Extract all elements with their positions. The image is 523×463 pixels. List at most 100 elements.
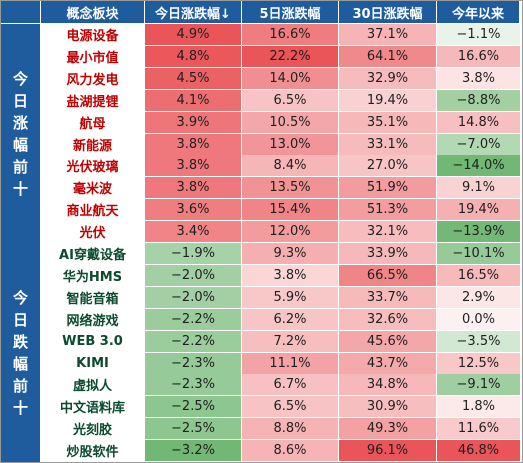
30day-change-cell: 33.9% [339,243,437,264]
table-row[interactable]: 虚拟人 −2.3% 6.7% 34.8% −9.1% [41,374,520,396]
ytd-change-cell: 11.6% [437,418,520,440]
header-today-change[interactable]: 今日涨跌幅↓ [145,1,242,23]
gainers-label-char: 前 [12,157,28,176]
5day-change-cell: 12.0% [242,221,339,243]
sector-name[interactable]: 中文语料库 [41,396,145,418]
today-change-cell: −2.2% [145,308,242,330]
sector-name[interactable]: 网络游戏 [41,308,145,330]
table-row[interactable]: 光伏玻璃 3.8% 8.4% 27.0% −14.0% [41,155,520,177]
header-ytd-change[interactable]: 今年以来 [437,1,520,23]
sector-name[interactable]: 商业航天 [41,199,145,221]
header-sector[interactable]: 概念板块 [41,1,145,23]
30day-change-cell: 33.1% [339,133,437,155]
sector-name[interactable]: AI穿戴设备 [41,243,145,264]
sector-name[interactable]: 风力发电 [41,67,145,89]
sector-name[interactable]: 光刻胶 [41,418,145,440]
30day-change-cell: 35.1% [339,111,437,133]
today-change-cell: 3.8% [145,133,242,155]
losers-label-char: 十 [12,398,28,417]
table-row[interactable]: 商业航天 3.6% 15.4% 51.3% 19.4% [41,199,520,221]
table-row[interactable]: 电源设备 4.9% 16.6% 37.1% −1.1% [41,24,520,45]
today-change-cell: −2.3% [145,374,242,396]
5day-change-cell: 13.5% [242,177,339,199]
losers-label-char: 跌 [12,332,28,351]
table-header: 概念板块 今日涨跌幅↓ 5日涨跌幅 30日涨跌幅 今年以来 [1,1,522,23]
5day-change-cell: 10.5% [242,111,339,133]
ytd-change-cell: −14.0% [437,155,520,177]
header-corner [1,1,41,23]
sector-name[interactable]: 光伏 [41,221,145,243]
today-change-cell: 3.9% [145,111,242,133]
table-row[interactable]: 网络游戏 −2.2% 6.2% 32.6% 0.0% [41,308,520,330]
5day-change-cell: 14.0% [242,67,339,89]
today-change-cell: −1.9% [145,243,242,264]
sector-name[interactable]: 新能源 [41,133,145,155]
30day-change-cell: 66.5% [339,264,437,286]
losers-label-char: 幅 [12,354,28,373]
ytd-change-cell: −7.0% [437,133,520,155]
table-row[interactable]: 华为HMS −2.0% 3.8% 66.5% 16.5% [41,264,520,286]
table-row[interactable]: KIMI −2.3% 11.1% 43.7% 12.5% [41,352,520,374]
today-change-cell: 3.8% [145,177,242,199]
table-row[interactable]: 最小市值 4.8% 22.2% 64.1% 16.6% [41,45,520,67]
sector-name[interactable]: 智能音箱 [41,286,145,308]
table-row[interactable]: 新能源 3.8% 13.0% 33.1% −7.0% [41,133,520,155]
table-row[interactable]: 中文语料库 −2.5% 6.5% 30.9% 1.8% [41,396,520,418]
ytd-change-cell: 46.8% [437,440,520,462]
today-change-cell: −2.0% [145,286,242,308]
sector-name[interactable]: 毫米波 [41,177,145,199]
gainers-label-char: 幅 [12,135,28,154]
ytd-change-cell: 2.9% [437,286,520,308]
sector-name[interactable]: 最小市值 [41,45,145,67]
header-5day-change[interactable]: 5日涨跌幅 [242,1,339,23]
table-row[interactable]: 航母 3.9% 10.5% 35.1% 14.8% [41,111,520,133]
sector-name[interactable]: 航母 [41,111,145,133]
5day-change-cell: 5.9% [242,286,339,308]
today-change-cell: 3.4% [145,221,242,243]
table-row[interactable]: 炒股软件 −3.2% 8.6% 96.1% 46.8% [41,440,520,462]
gainers-label-char: 涨 [12,113,28,132]
sector-name[interactable]: 虚拟人 [41,374,145,396]
table-row[interactable]: 智能音箱 −2.0% 5.9% 33.7% 2.9% [41,286,520,308]
losers-label-char: 日 [12,310,28,329]
sector-name[interactable]: KIMI [41,352,145,374]
today-change-cell: −2.2% [145,330,242,352]
30day-change-cell: 33.7% [339,286,437,308]
today-change-cell: −2.0% [145,264,242,286]
table-row[interactable]: 风力发电 4.5% 14.0% 32.9% 3.8% [41,67,520,89]
ytd-change-cell: 3.8% [437,67,520,89]
30day-change-cell: 19.4% [339,89,437,111]
ytd-change-cell: 12.5% [437,352,520,374]
today-change-cell: 4.8% [145,45,242,67]
ytd-change-cell: 16.6% [437,45,520,67]
5day-change-cell: 3.8% [242,264,339,286]
sector-name[interactable]: 华为HMS [41,264,145,286]
sector-name[interactable]: 炒股软件 [41,440,145,462]
sector-name[interactable]: 盐湖提锂 [41,89,145,111]
table-row[interactable]: WEB 3.0 −2.2% 7.2% 45.6% −3.5% [41,330,520,352]
30day-change-cell: 51.9% [339,177,437,199]
5day-change-cell: 6.5% [242,396,339,418]
header-30day-change[interactable]: 30日涨跌幅 [339,1,437,23]
5day-change-cell: 22.2% [242,45,339,67]
table-row[interactable]: 光伏 3.4% 12.0% 32.1% −13.9% [41,221,520,243]
losers-group-label: 今日跌幅前十 [1,243,41,462]
30day-change-cell: 27.0% [339,155,437,177]
table-row[interactable]: 光刻胶 −2.5% 8.8% 49.3% 11.6% [41,418,520,440]
table-row[interactable]: AI穿戴设备 −1.9% 9.3% 33.9% −10.1% [41,243,520,264]
ytd-change-cell: 14.8% [437,111,520,133]
5day-change-cell: 6.2% [242,308,339,330]
table-row[interactable]: 毫米波 3.8% 13.5% 51.9% 9.1% [41,177,520,199]
table-row[interactable]: 盐湖提锂 4.1% 6.5% 19.4% −8.8% [41,89,520,111]
30day-change-cell: 32.9% [339,67,437,89]
today-change-cell: −2.5% [145,396,242,418]
ytd-change-cell: 9.1% [437,177,520,199]
30day-change-cell: 49.3% [339,418,437,440]
30day-change-cell: 45.6% [339,330,437,352]
sector-name[interactable]: 光伏玻璃 [41,155,145,177]
sector-name[interactable]: 电源设备 [41,24,145,45]
30day-change-cell: 30.9% [339,396,437,418]
sector-name[interactable]: WEB 3.0 [41,330,145,352]
30day-change-cell: 43.7% [339,352,437,374]
today-change-cell: 4.1% [145,89,242,111]
